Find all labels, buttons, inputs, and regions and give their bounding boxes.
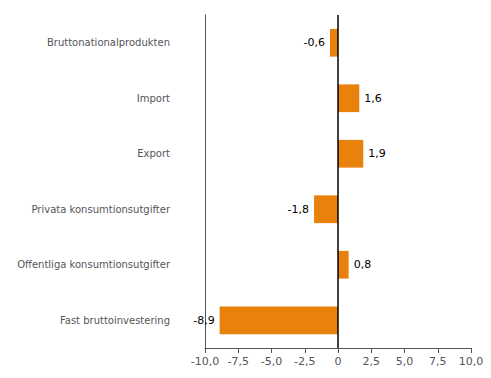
svg-text:Bruttonationalprodukten: Bruttonationalprodukten — [47, 37, 170, 48]
svg-text:7,5: 7,5 — [429, 355, 447, 368]
svg-text:-10,0: -10,0 — [191, 355, 219, 368]
svg-text:Offentliga konsumtionsutgifter: Offentliga konsumtionsutgifter — [17, 259, 171, 270]
svg-text:1,9: 1,9 — [368, 147, 386, 160]
svg-text:2,5: 2,5 — [363, 355, 381, 368]
svg-text:0: 0 — [335, 355, 342, 368]
svg-text:1,6: 1,6 — [364, 92, 382, 105]
svg-text:-7,5: -7,5 — [228, 355, 249, 368]
svg-text:5,0: 5,0 — [396, 355, 414, 368]
svg-text:0,8: 0,8 — [354, 258, 372, 271]
svg-text:-1,8: -1,8 — [288, 203, 309, 216]
svg-text:Export: Export — [137, 148, 170, 159]
svg-text:Import: Import — [137, 93, 170, 104]
svg-text:Privata konsumtionsutgifter: Privata konsumtionsutgifter — [32, 204, 171, 215]
svg-text:-2,5: -2,5 — [294, 355, 315, 368]
svg-text:-5,0: -5,0 — [261, 355, 282, 368]
svg-text:10,0: 10,0 — [459, 355, 484, 368]
svg-text:-8,9: -8,9 — [193, 314, 214, 327]
svg-text:Fast bruttoinvestering: Fast bruttoinvestering — [60, 315, 170, 326]
svg-text:-0,6: -0,6 — [304, 36, 325, 49]
